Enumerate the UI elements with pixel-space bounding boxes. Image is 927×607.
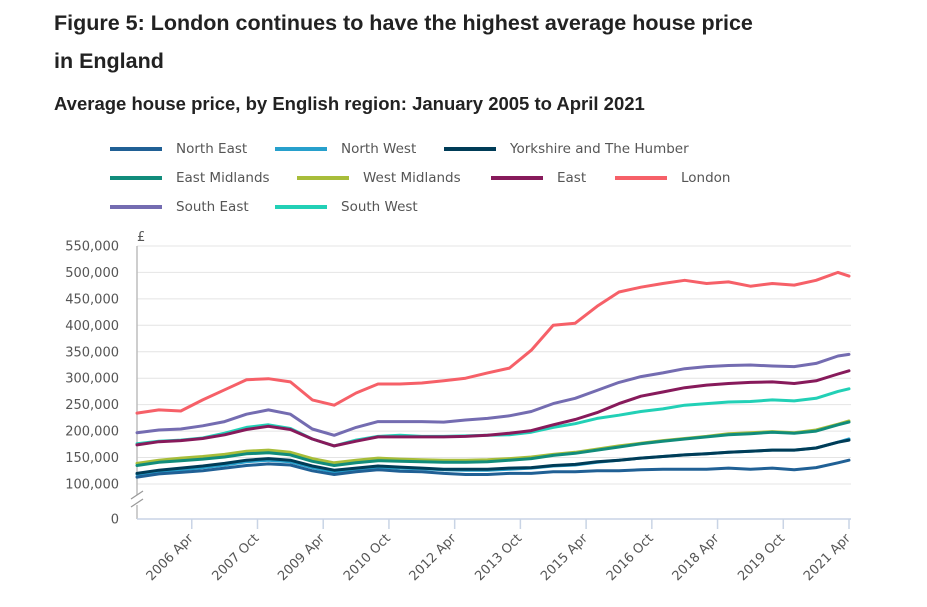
legend-label: South East [176,199,249,215]
x-tick-label: 2012 Apr [407,531,460,584]
y-tick-label: 400,000 [65,319,119,334]
legend-item-north-east[interactable]: North East [110,138,247,160]
x-tick-label: 2021 Apr [801,531,854,584]
legend-swatch [110,147,162,151]
axis-break-mark [130,490,144,500]
legend-swatch [615,176,667,180]
y-axis: 0 100,000 150,000 200,000 250,000 300,000 350,… [65,230,145,528]
y-axis-unit-label: £ [137,230,145,245]
y-tick-label: 100,000 [65,478,119,493]
x-tick-label: 2013 Oct [472,531,525,584]
legend-item-east-midlands[interactable]: East Midlands [110,167,270,189]
legend-item-south-west[interactable]: South West [275,196,418,218]
x-tick-label: 2016 Oct [604,531,657,584]
x-tick-label: 2006 Apr [144,531,197,584]
legend-item-london[interactable]: London [615,167,731,189]
x-axis: 2006 Apr 2007 Oct 2009 Apr 2010 Oct 2012 Apr… [137,518,854,584]
y-tick-label: 450,000 [65,292,119,307]
axis-break-mark [130,498,144,508]
legend-label: East Midlands [176,170,270,186]
series-line-south-east [135,352,851,437]
legend-swatch [110,205,162,209]
legend-label: London [681,170,731,186]
legend-item-north-west[interactable]: North West [275,138,416,160]
y-tick-label: 550,000 [65,239,119,254]
y-tick-label: 500,000 [65,266,119,281]
y-tick-label: 150,000 [65,451,119,466]
y-tick-label: 350,000 [65,345,119,360]
legend-swatch [444,147,496,151]
y-tick-label: 300,000 [65,372,119,387]
series-line-east-midlands [135,420,851,467]
x-tick-label: 2010 Oct [341,531,394,584]
series-line-north-east [135,458,851,479]
legend-label: East [557,170,587,186]
legend-label: South West [341,199,418,215]
legend-item-west-midlands[interactable]: West Midlands [297,167,461,189]
series-line-east [135,369,851,448]
legend-swatch [275,147,327,151]
y-tick-label: 0 [111,513,119,528]
series-line-london [135,270,851,415]
legend-swatch [110,176,162,180]
legend-label: West Midlands [363,170,461,186]
x-tick-label: 2018 Apr [670,531,723,584]
gridlines [137,245,851,485]
y-tick-label: 200,000 [65,425,119,440]
x-tick-label: 2019 Oct [735,531,788,584]
x-tick-label: 2009 Apr [275,531,328,584]
series-lines [135,270,851,479]
legend-swatch [297,176,349,180]
legend-swatch [491,176,543,180]
y-tick-label: 250,000 [65,398,119,413]
legend-item-east[interactable]: East [491,167,586,189]
chart-subtitle: Average house price, by English region: … [54,93,645,114]
legend-item-yorkshire-and-the-humber[interactable]: Yorkshire and The Humber [444,138,689,160]
series-line-yorkshire-and-the-humber [135,438,851,475]
legend-label: North East [176,141,248,157]
x-tick-label: 2007 Oct [209,531,262,584]
legend-label: North West [341,141,417,157]
legend-item-south-east[interactable]: South East [110,196,249,218]
legend-label: Yorkshire and The Humber [510,141,689,157]
figure-title: Figure 5: London continues to have the h… [54,11,753,73]
x-tick-label: 2015 Apr [538,531,591,584]
legend-swatch [275,205,327,209]
